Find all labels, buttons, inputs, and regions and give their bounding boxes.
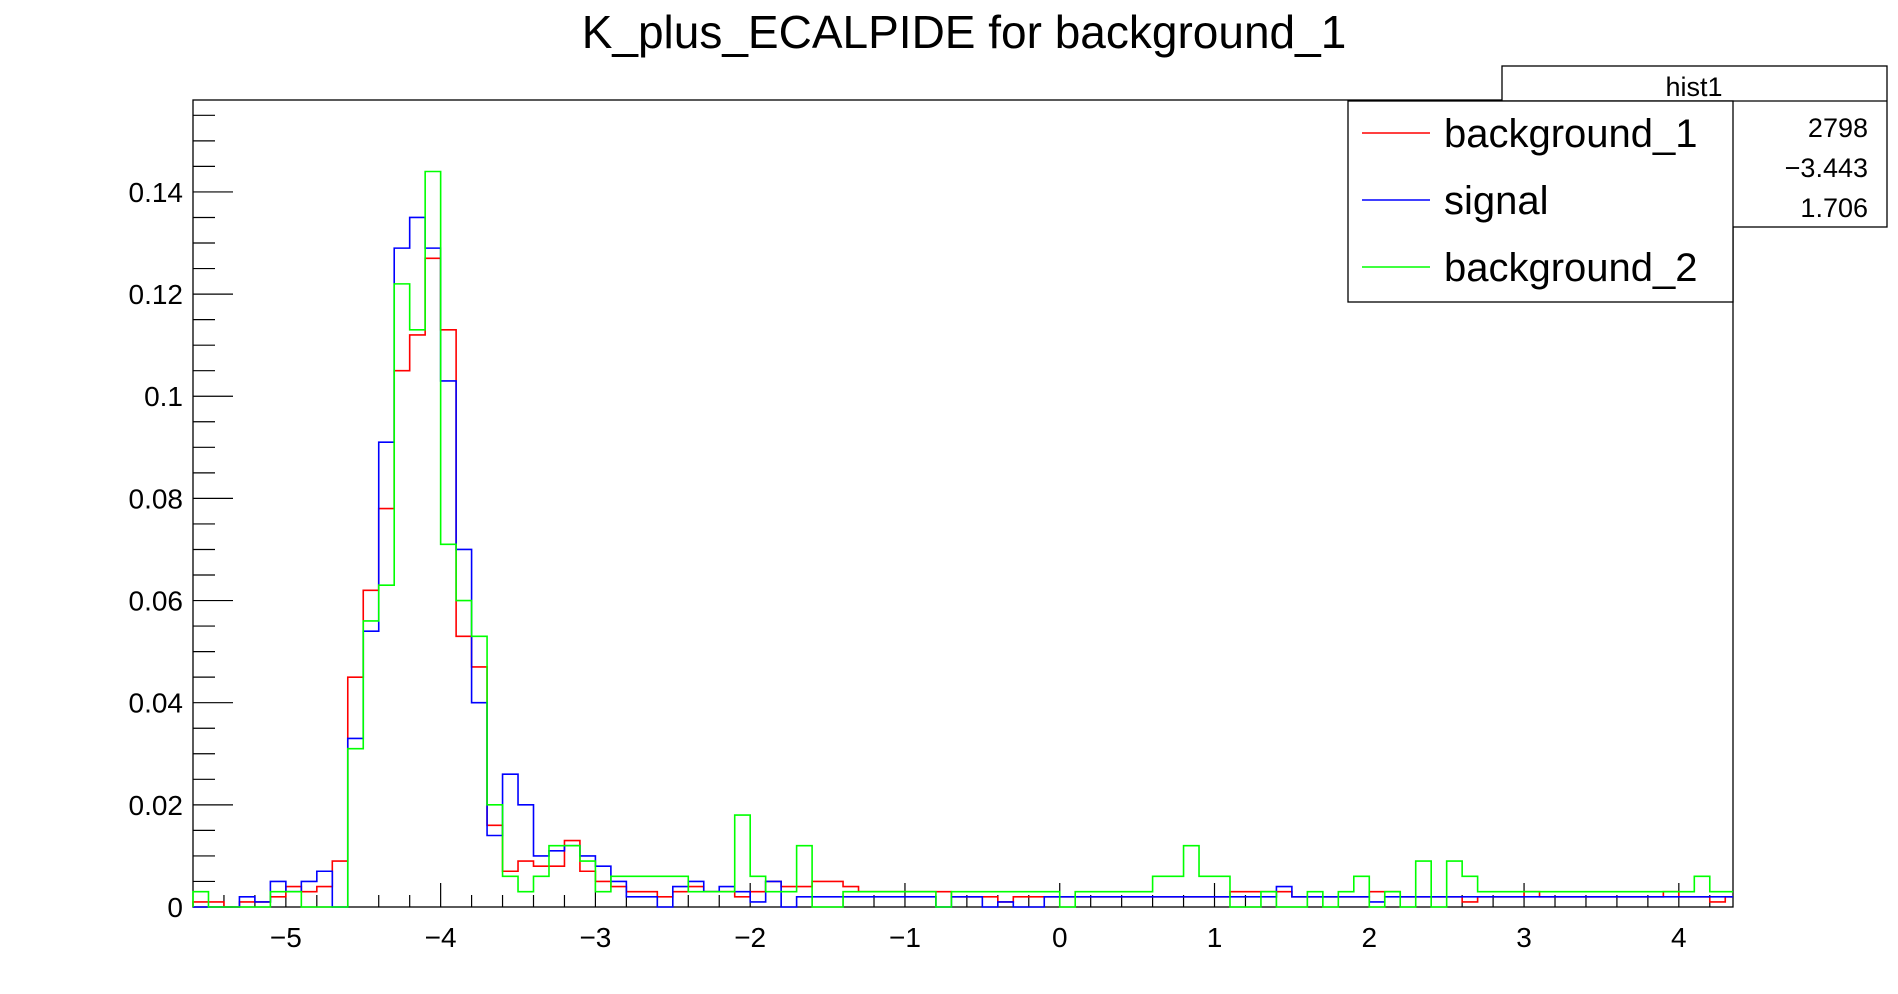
legend: background_1 signal background_2 bbox=[1347, 100, 1734, 303]
histogram-series-signal bbox=[193, 216, 1733, 908]
chart-title: K_plus_ECALPIDE for background_1 bbox=[582, 6, 1347, 58]
y-tick-label: 0.08 bbox=[129, 483, 184, 514]
y-tick-label: 0.14 bbox=[129, 177, 184, 208]
stats-mean-value: −3.443 bbox=[1785, 153, 1868, 183]
x-tick-label: 0 bbox=[1052, 922, 1068, 953]
y-tick-label: 0.02 bbox=[129, 790, 184, 821]
legend-frame bbox=[1347, 100, 1734, 303]
y-tick-label: 0.04 bbox=[129, 688, 184, 719]
x-tick-label: −4 bbox=[425, 922, 457, 953]
x-axis: −5 −4 −3 −2 −1 0 1 2 3 4 bbox=[223, 883, 1711, 953]
stats-box-title: hist1 bbox=[1665, 72, 1722, 102]
stats-entries-value: 2798 bbox=[1808, 113, 1868, 143]
legend-label-background-2: background_2 bbox=[1444, 246, 1698, 290]
x-tick-label: −1 bbox=[889, 922, 921, 953]
x-tick-label: −3 bbox=[579, 922, 611, 953]
x-tick-label: 4 bbox=[1671, 922, 1687, 953]
y-axis: 0 0.02 0.04 0.06 0.08 0.1 0.12 0.14 bbox=[129, 114, 233, 923]
y-tick-label: 0.06 bbox=[129, 586, 184, 617]
histogram-series-background-2 bbox=[192, 170, 1733, 908]
histogram-series-background-1 bbox=[192, 257, 1733, 908]
plot-frame bbox=[192, 99, 1734, 908]
x-tick-label: −2 bbox=[734, 922, 766, 953]
legend-label-background-1: background_1 bbox=[1444, 112, 1698, 156]
legend-label-signal: signal bbox=[1444, 179, 1549, 223]
x-tick-label: −5 bbox=[270, 922, 302, 953]
x-tick-label: 2 bbox=[1361, 922, 1377, 953]
x-tick-label: 1 bbox=[1207, 922, 1223, 953]
stats-stddev-value: 1.706 bbox=[1800, 193, 1868, 223]
x-tick-label: 3 bbox=[1516, 922, 1532, 953]
y-tick-label: 0 bbox=[167, 892, 183, 923]
series-layer bbox=[192, 170, 1733, 908]
y-tick-label: 0.1 bbox=[144, 381, 183, 412]
y-tick-label: 0.12 bbox=[129, 279, 184, 310]
